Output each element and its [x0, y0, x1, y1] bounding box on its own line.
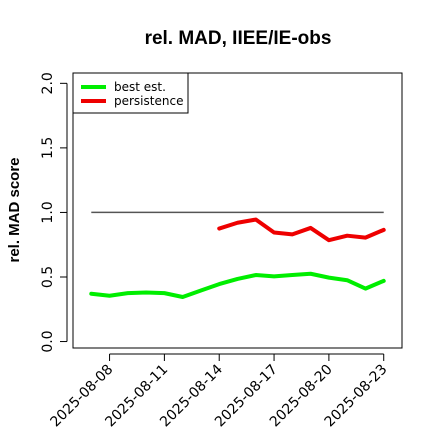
legend: best est.persistence [72, 72, 189, 114]
series-line-best-est [89, 271, 386, 299]
y-tick-label: 1.5 [40, 137, 56, 159]
chart-title: rel. MAD, IIEE/IE-obs [145, 28, 332, 49]
legend-label: best est. [114, 80, 166, 94]
x-axis: 2025-08-082025-08-112025-08-142025-08-17… [48, 353, 391, 430]
y-tick-label: 1.0 [40, 201, 56, 223]
y-tick-label: 0.5 [40, 266, 56, 288]
y-tick-label: 0.0 [40, 330, 56, 352]
y-axis: 0.0 0.5 1.0 1.5 2.0 [40, 72, 68, 353]
y-axis-label: rel. MAD score [6, 157, 23, 262]
legend-box [72, 72, 189, 114]
series-layer [89, 217, 386, 299]
legend-label: persistence [114, 94, 183, 108]
plot-border [72, 72, 403, 349]
y-tick-label: 2.0 [40, 72, 56, 94]
plot-frame [72, 72, 403, 349]
series-line-persistence [217, 217, 386, 243]
